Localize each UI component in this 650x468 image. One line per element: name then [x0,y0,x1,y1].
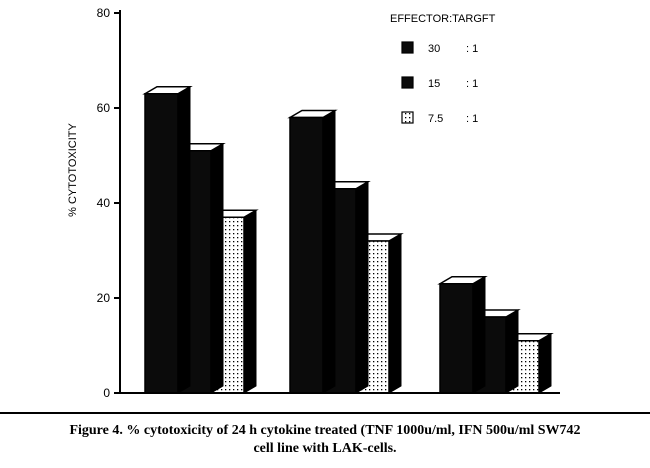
legend-label-1: 30 [428,43,440,55]
legend-title: EFFECTOR:TARGFT [390,13,496,25]
legend-ratio-3: : 1 [466,113,478,125]
y-ticks: 0 20 40 60 80 [97,6,120,400]
legend-swatch-2 [401,76,414,89]
bar-ifn-series-1 [437,275,488,394]
caption-divider [0,412,650,414]
legend-swatch-1 [401,41,414,54]
caption-line-2: cell line with LAK-cells. [253,441,397,456]
legend-label-2: 15 [428,78,440,90]
legend-ratio-1: : 1 [466,43,478,55]
y-tick-label: 80 [97,6,111,20]
y-axis-label: % CYTOTOXICITY [67,122,79,216]
bar-tnf-series-1 [287,109,338,394]
legend-ratio-2: : 1 [466,78,478,90]
bars-layer [142,85,554,394]
y-tick-label: 0 [103,386,110,400]
legend-label-3: 7.5 [428,113,443,125]
bar-control-series-1 [142,85,193,394]
y-tick-label: 20 [97,291,111,305]
y-tick-label: 60 [97,101,111,115]
legend: EFFECTOR:TARGFT 30 : 1 15 : 1 7.5 : 1 [390,13,496,125]
legend-swatch-3 [401,111,414,124]
y-tick-label: 40 [97,196,111,210]
caption-line-1: Figure 4. % cytotoxicity of 24 h cytokin… [69,423,581,438]
figure-caption: Figure 4. % cytotoxicity of 24 h cytokin… [0,422,650,458]
